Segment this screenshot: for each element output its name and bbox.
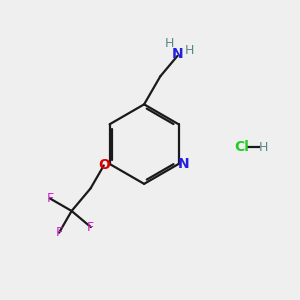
Text: F: F (87, 220, 94, 234)
Text: H: H (259, 141, 268, 154)
Text: F: F (46, 192, 53, 205)
Text: H: H (185, 44, 194, 57)
Text: H: H (164, 37, 174, 50)
Text: N: N (172, 47, 183, 61)
Text: F: F (56, 226, 63, 239)
Text: Cl: Cl (234, 140, 249, 154)
Text: N: N (178, 157, 190, 171)
Text: O: O (98, 158, 110, 172)
